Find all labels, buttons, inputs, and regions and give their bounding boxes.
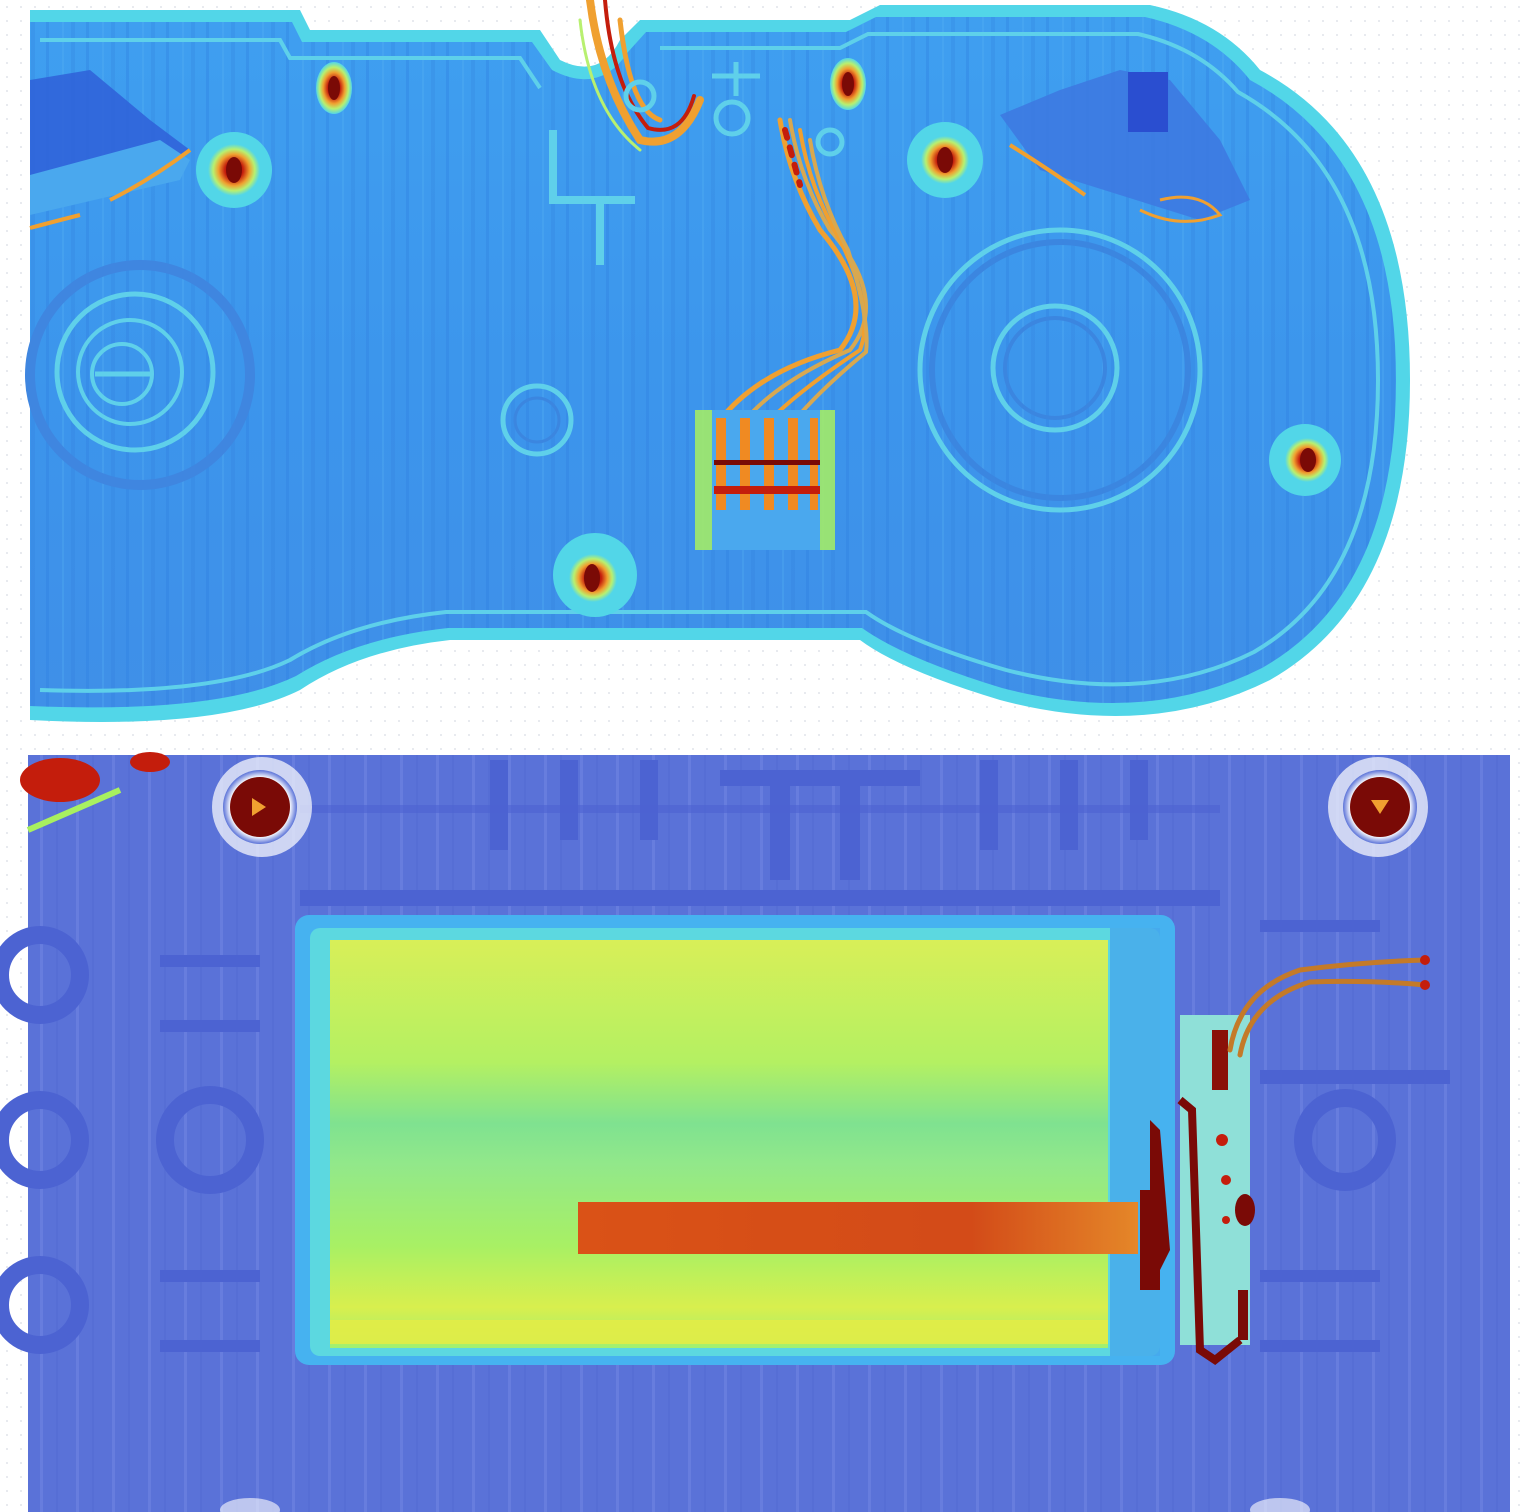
battery-screw-right bbox=[1328, 757, 1428, 857]
battery-compartment-scan bbox=[0, 752, 1510, 1512]
side-bosses bbox=[0, 926, 1396, 1354]
screw-post-right bbox=[907, 122, 983, 198]
corner-hotspot bbox=[20, 752, 170, 833]
right-trigger-assembly bbox=[1000, 70, 1250, 223]
right-button-mount bbox=[917, 227, 1203, 513]
battery-lead-wires bbox=[1227, 955, 1430, 1058]
screw-post-bottom-center bbox=[553, 533, 637, 617]
screw-post-top-left bbox=[196, 132, 272, 208]
screw-post-top-right bbox=[830, 58, 866, 110]
left-trigger-assembly bbox=[29, 70, 192, 230]
top-ribs bbox=[300, 760, 1220, 906]
bottom-edge-features bbox=[220, 1498, 1310, 1512]
controller-shell bbox=[30, 5, 1410, 722]
connector-block bbox=[695, 410, 835, 550]
battery-screw-left bbox=[212, 757, 312, 857]
side-ribs bbox=[160, 920, 1450, 1352]
screw-post-far-right bbox=[1269, 424, 1341, 496]
protection-circuit-board bbox=[1140, 1015, 1255, 1365]
cable-bundle bbox=[578, 0, 704, 152]
battery-hot-strip bbox=[578, 1202, 1138, 1254]
rib-structure bbox=[549, 130, 635, 265]
connector-pins bbox=[714, 418, 820, 510]
screw-posts bbox=[196, 58, 1341, 617]
center-ring bbox=[500, 383, 574, 457]
screw-post-top-left-2 bbox=[316, 62, 352, 114]
battery-cell bbox=[295, 915, 1175, 1365]
left-dpad-mount bbox=[25, 260, 255, 490]
controller-shell-scan bbox=[25, 0, 1410, 722]
connector-wires bbox=[717, 117, 869, 423]
small-gear-parts bbox=[623, 62, 845, 157]
